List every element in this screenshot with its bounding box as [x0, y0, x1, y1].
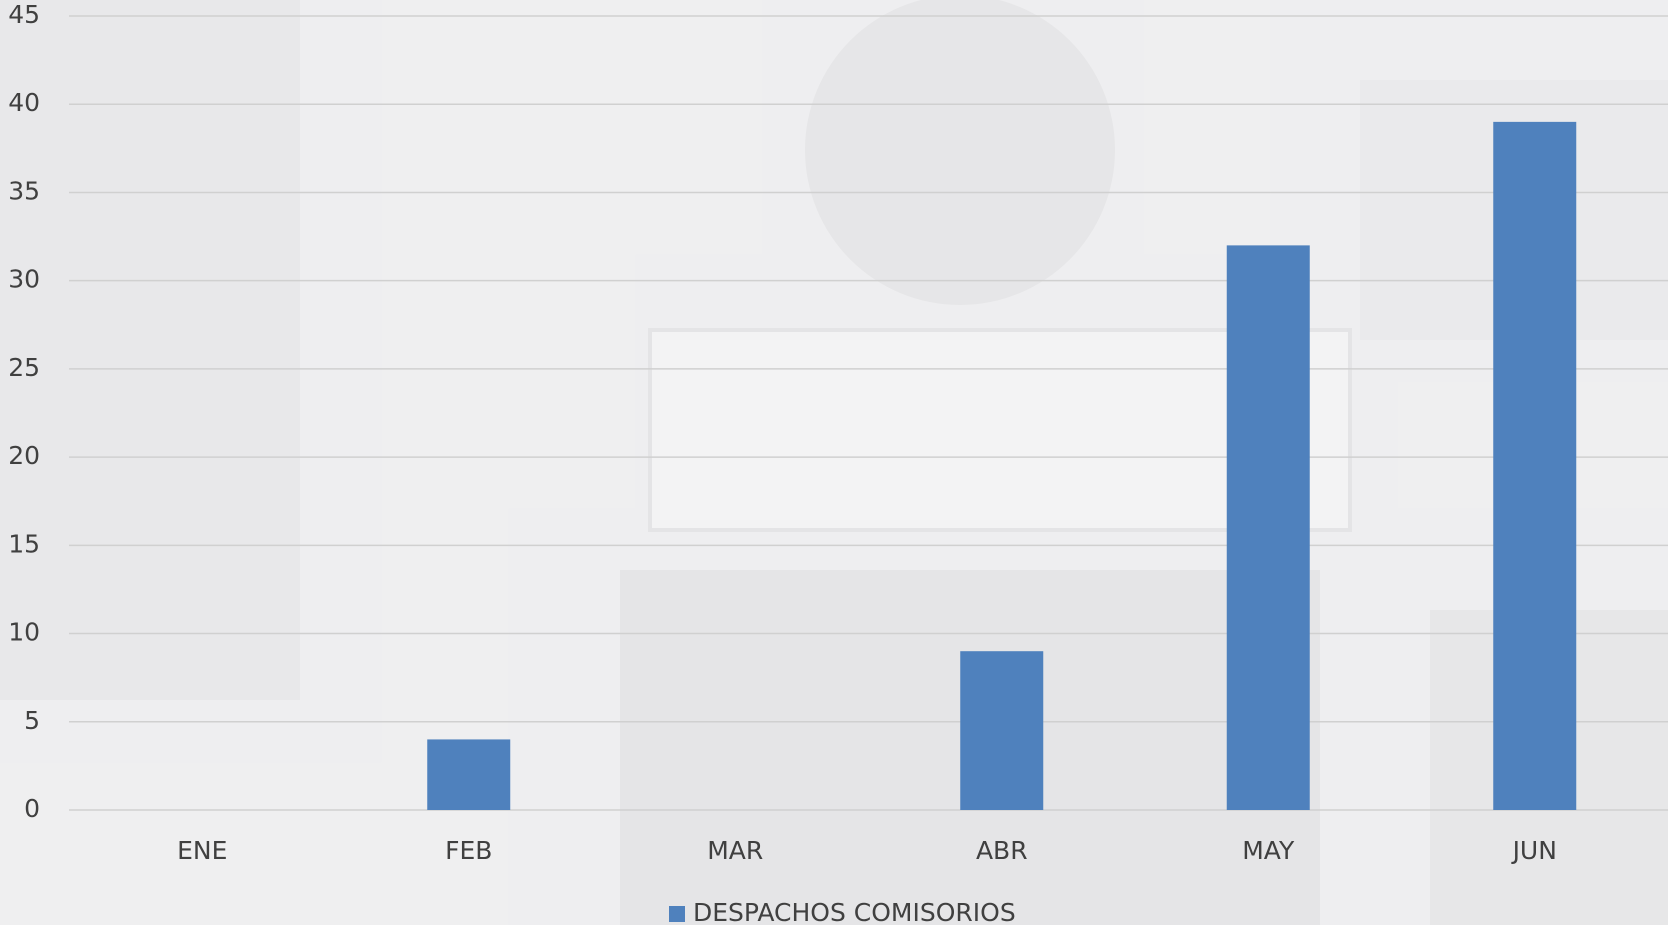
bar	[1493, 122, 1576, 810]
y-tick-label: 20	[8, 441, 40, 470]
x-tick-label: ENE	[177, 836, 227, 865]
y-tick-label: 25	[8, 353, 40, 382]
bar	[960, 651, 1043, 810]
chart: 0 5 10 15 20 25 30 35 40 45 ENE FEB MAR ABR MAY JUN DESP…	[0, 0, 1668, 925]
x-tick-label: MAY	[1242, 836, 1295, 865]
legend-label: DESPACHOS COMISORIOS	[693, 898, 1016, 925]
bar	[427, 739, 510, 810]
y-tick-label: 35	[8, 176, 40, 205]
y-tick-label: 40	[8, 88, 40, 117]
bar	[1227, 245, 1310, 810]
x-tick-label: JUN	[1511, 836, 1557, 865]
x-tick-label: FEB	[445, 836, 492, 865]
background-photo	[0, 0, 1668, 925]
y-tick-label: 15	[8, 529, 40, 558]
legend-swatch	[669, 906, 685, 922]
x-tick-label: MAR	[707, 836, 763, 865]
y-tick-label: 45	[8, 0, 40, 29]
x-tick-label: ABR	[976, 836, 1028, 865]
y-tick-label: 10	[8, 618, 40, 647]
y-tick-label: 5	[24, 706, 40, 735]
y-tick-label: 0	[24, 794, 40, 823]
y-tick-label: 30	[8, 265, 40, 294]
